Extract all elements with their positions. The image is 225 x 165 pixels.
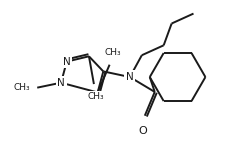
- Text: CH₃: CH₃: [104, 48, 121, 57]
- Text: CH₃: CH₃: [88, 92, 104, 101]
- Text: N: N: [126, 72, 134, 82]
- Text: CH₃: CH₃: [14, 83, 30, 92]
- Text: N: N: [57, 78, 65, 88]
- Text: N: N: [63, 57, 71, 67]
- Text: O: O: [138, 126, 147, 136]
